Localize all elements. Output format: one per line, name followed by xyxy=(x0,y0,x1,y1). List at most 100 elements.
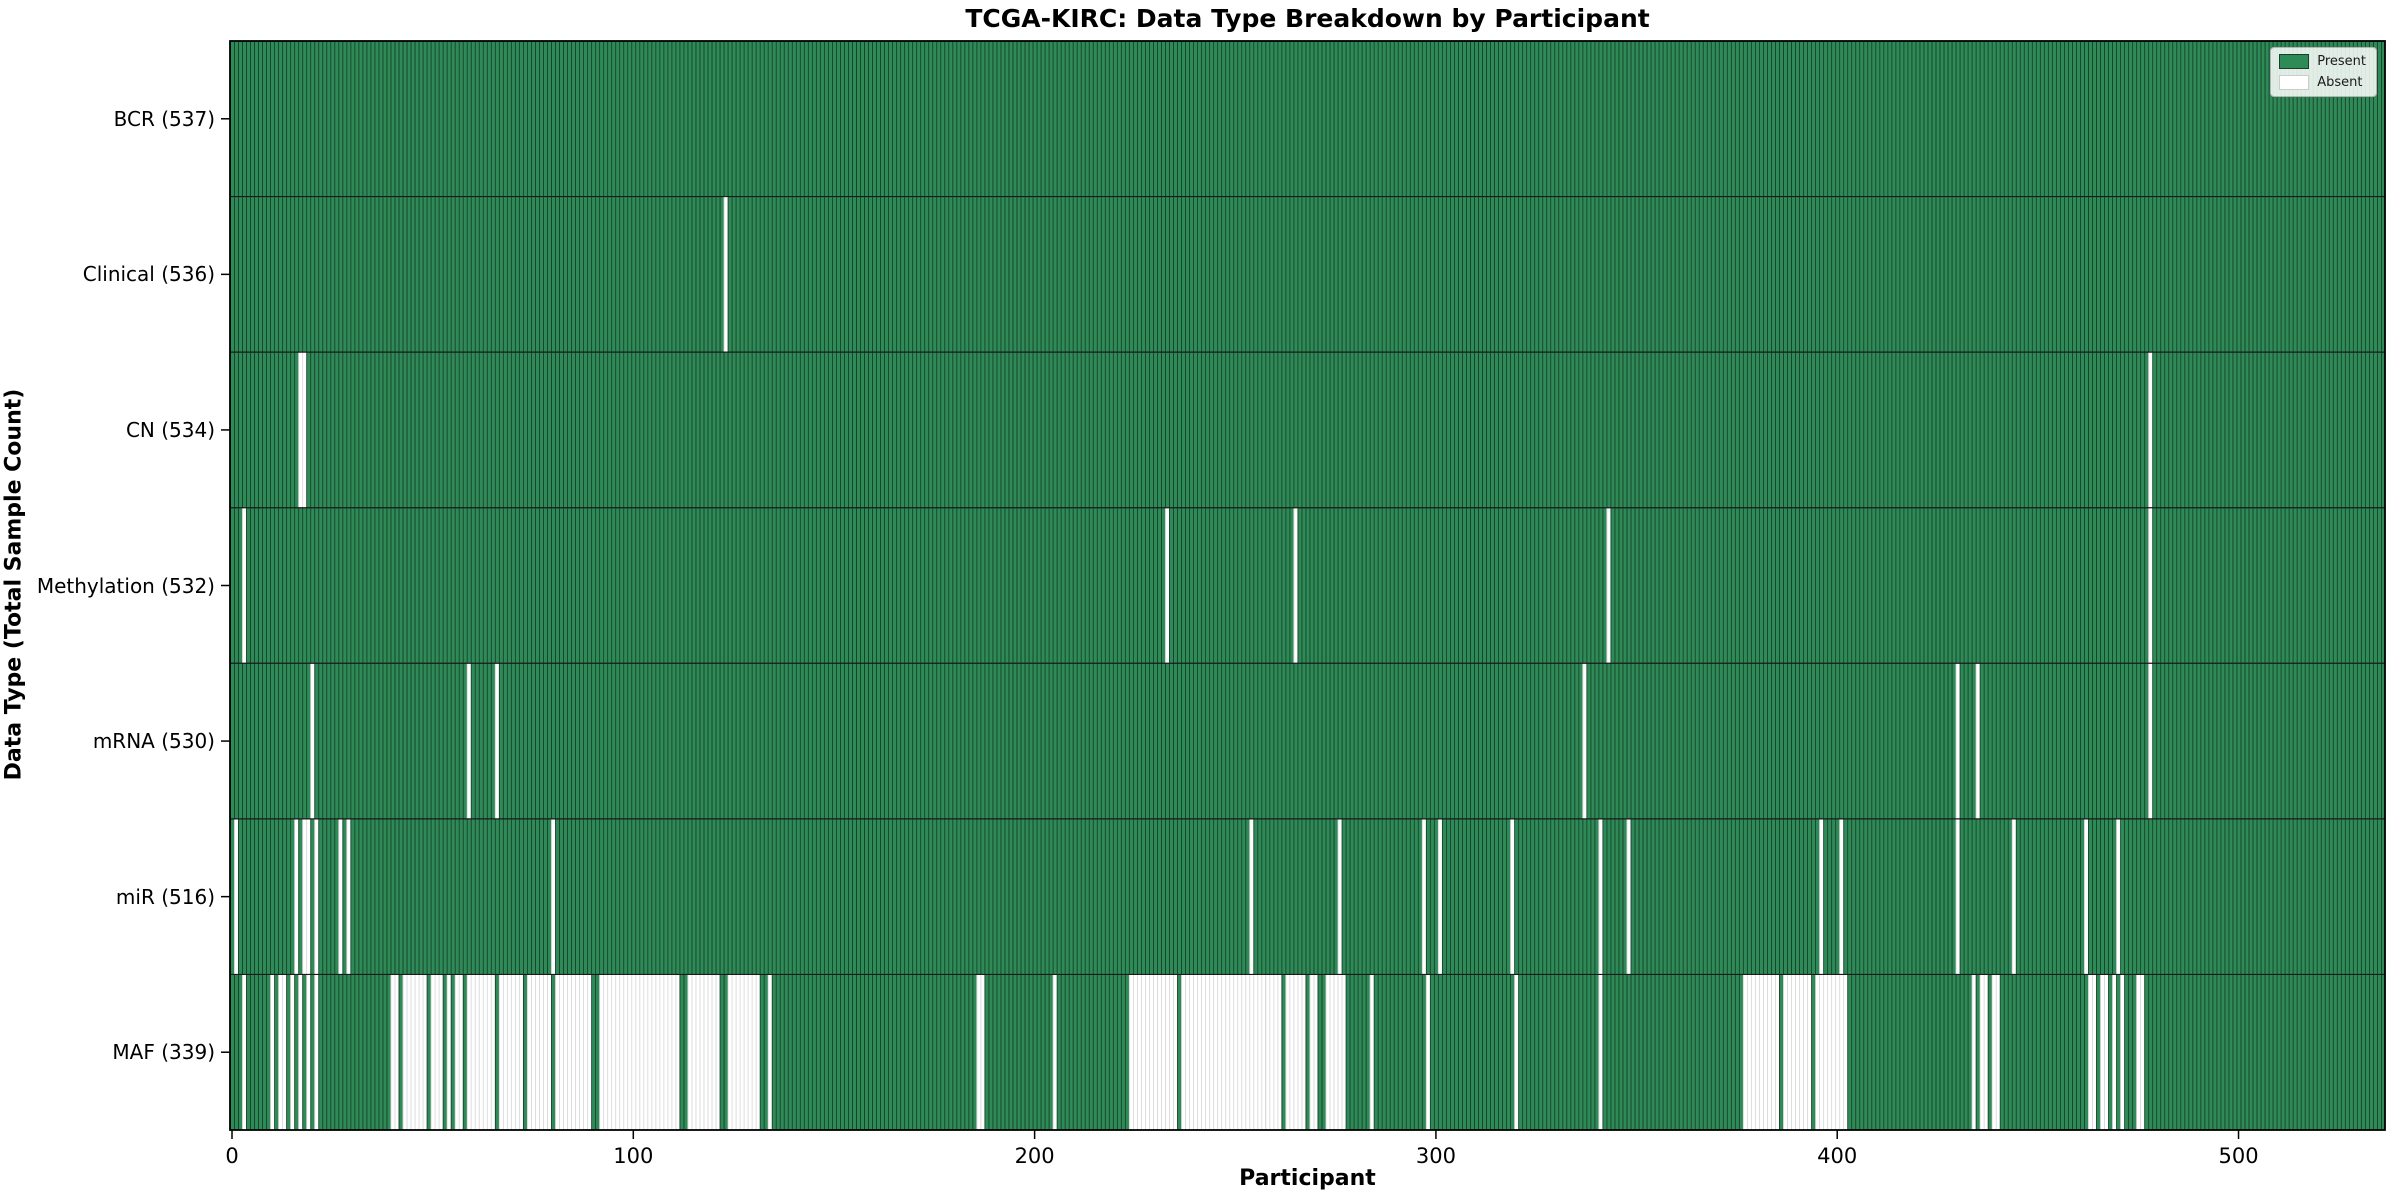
y-tick-label: miR (516) xyxy=(115,884,215,909)
plot-area xyxy=(221,40,2386,1139)
legend-entry-present: Present xyxy=(2279,54,2366,69)
y-tick-label: BCR (537) xyxy=(113,106,215,131)
absent-band xyxy=(555,974,592,1130)
absent-band xyxy=(1052,974,1057,1130)
absent-band xyxy=(1598,818,1603,975)
absent-band xyxy=(1510,818,1515,975)
plot-spine xyxy=(229,40,2386,1131)
absent-band xyxy=(1839,818,1844,975)
absent-band xyxy=(346,818,351,975)
row-miR xyxy=(230,818,2385,975)
y-tick-label: Clinical (536) xyxy=(82,262,215,287)
absent-band xyxy=(446,974,451,1130)
absent-band xyxy=(767,974,772,1130)
present-band xyxy=(230,196,2385,353)
absent-band xyxy=(1783,974,1812,1130)
absent-band xyxy=(390,974,399,1130)
absent-band xyxy=(314,818,319,975)
y-tick-label: CN (534) xyxy=(125,417,215,442)
absent-band xyxy=(1369,974,1374,1130)
absent-band xyxy=(976,974,985,1130)
absent-band xyxy=(1181,974,1266,1130)
absent-band xyxy=(1582,663,1587,819)
absent-band xyxy=(727,974,760,1130)
absent-band xyxy=(1819,818,1824,975)
absent-band xyxy=(1325,974,1346,1130)
absent-band xyxy=(526,974,552,1130)
absent-band xyxy=(298,974,303,1130)
absent-band xyxy=(687,974,720,1130)
absent-band xyxy=(1626,818,1631,975)
absent-band xyxy=(1606,507,1611,664)
absent-band xyxy=(1265,974,1282,1130)
absent-band xyxy=(1979,974,1988,1130)
x-tick-label: 400 xyxy=(1817,1144,1858,1168)
absent-band xyxy=(1955,818,1960,975)
absent-band xyxy=(1309,974,1318,1130)
absent-band xyxy=(1249,818,1254,975)
present-band xyxy=(230,507,2385,664)
present-band xyxy=(230,974,2385,1130)
absent-band xyxy=(1815,974,1848,1130)
y-tick-label: Methylation (532) xyxy=(36,573,215,598)
absent-band xyxy=(290,974,295,1130)
absent-band xyxy=(1421,818,1426,975)
absent-band xyxy=(2136,974,2145,1130)
absent-band xyxy=(2148,507,2153,664)
x-tick-label: 200 xyxy=(1014,1144,1055,1168)
row-Methylation xyxy=(230,507,2385,664)
absent-band xyxy=(1425,974,1430,1130)
absent-band xyxy=(278,974,287,1130)
legend-entry-absent: Absent xyxy=(2279,75,2366,90)
absent-band xyxy=(1437,818,1442,975)
legend-label-present: Present xyxy=(2317,53,2366,69)
absent-band xyxy=(1971,974,1976,1130)
present-band xyxy=(230,352,2385,508)
absent-band xyxy=(2084,818,2089,975)
absent-band xyxy=(1742,974,1780,1130)
row-mRNA xyxy=(230,663,2385,819)
absent-band xyxy=(270,974,275,1130)
absent-band xyxy=(2112,974,2117,1130)
row-Clinical xyxy=(230,196,2385,353)
absent-band xyxy=(1293,507,1298,664)
absent-band xyxy=(242,974,247,1130)
absent-band xyxy=(466,974,495,1130)
absent-band xyxy=(314,974,319,1130)
x-tick-label: 500 xyxy=(2218,1144,2259,1168)
absent-band xyxy=(599,974,680,1130)
x-tick-label: 0 xyxy=(225,1144,239,1168)
absent-band xyxy=(454,974,463,1130)
absent-band xyxy=(242,507,247,664)
absent-band xyxy=(234,818,239,975)
absent-band xyxy=(1991,974,2000,1130)
absent-band xyxy=(338,818,343,975)
x-tick-label: 100 xyxy=(613,1144,654,1168)
y-tick-label: MAF (339) xyxy=(112,1040,215,1065)
absent-band xyxy=(430,974,443,1130)
absent-band xyxy=(1128,974,1178,1130)
absent-band xyxy=(1955,663,1960,819)
absent-band xyxy=(2148,663,2153,819)
absent-band xyxy=(2088,974,2097,1130)
present-swatch xyxy=(2279,54,2310,69)
absent-band xyxy=(2148,352,2153,508)
absent-band xyxy=(298,352,307,508)
absent-band xyxy=(494,663,499,819)
row-CN xyxy=(230,352,2385,508)
row-MAF xyxy=(230,974,2385,1130)
absent-swatch xyxy=(2279,75,2310,90)
y-tick-label: mRNA (530) xyxy=(92,729,215,754)
absent-band xyxy=(2120,974,2125,1130)
absent-band xyxy=(1514,974,1519,1130)
present-band xyxy=(230,663,2385,819)
absent-band xyxy=(723,196,728,353)
row-BCR xyxy=(230,41,2385,197)
absent-band xyxy=(294,818,299,975)
x-axis-label: Participant xyxy=(1239,1166,1376,1191)
absent-band xyxy=(1165,507,1170,664)
chart-title: TCGA-KIRC: Data Type Breakdown by Partic… xyxy=(965,4,1650,33)
present-band xyxy=(230,818,2385,975)
absent-band xyxy=(402,974,427,1130)
